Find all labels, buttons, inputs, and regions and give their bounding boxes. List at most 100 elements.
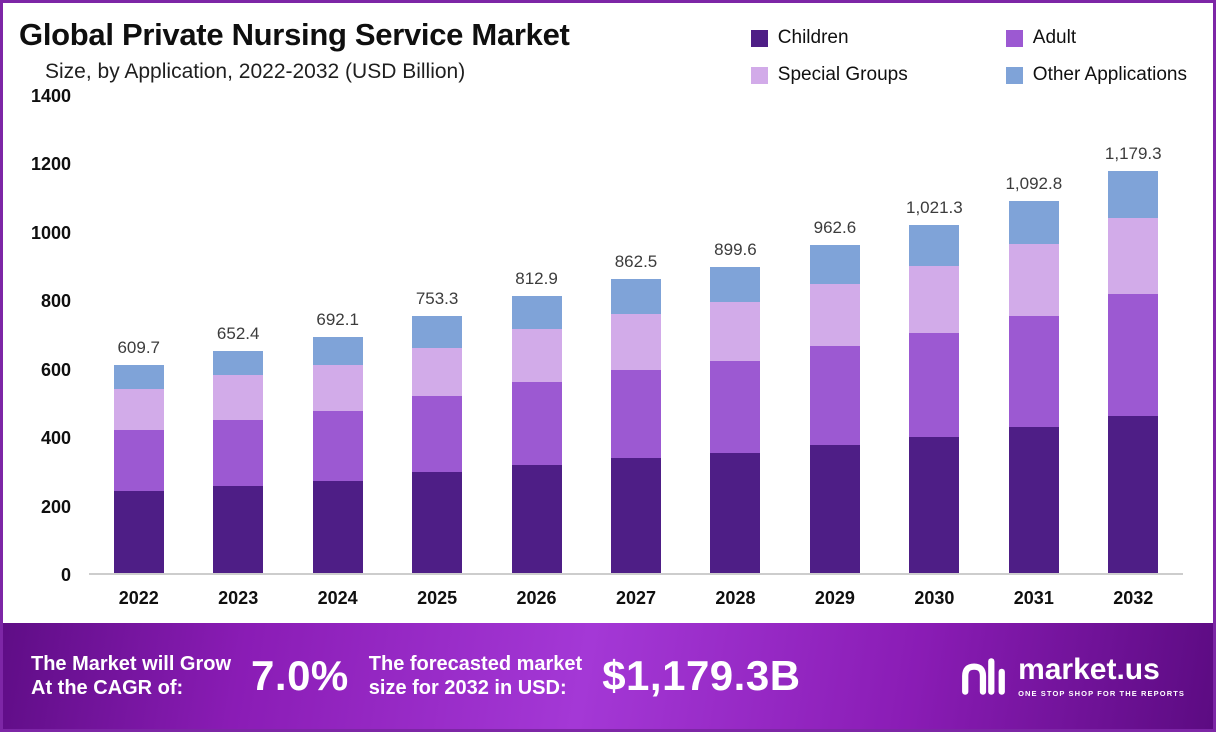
bar-segment-other-applications[interactable] [1108, 171, 1159, 218]
bar-segment-special-groups[interactable] [909, 266, 960, 333]
bar-total-label: 609.7 [117, 338, 160, 358]
bar-segment-children[interactable] [809, 445, 860, 573]
bar-segment-children[interactable] [312, 480, 363, 573]
page-title: Global Private Nursing Service Market [19, 17, 570, 52]
cagr-value: 7.0% [251, 652, 349, 699]
bar-segment-special-groups[interactable] [1108, 217, 1159, 295]
bar-segment-special-groups[interactable] [610, 314, 661, 371]
bar-segment-adult[interactable] [213, 419, 264, 487]
chart-zone: 0 200 400 600 800 1000 1200 1400 609.7 652.4 692.… [3, 87, 1213, 623]
bar-segment-other-applications[interactable] [1008, 200, 1059, 245]
bar-stack[interactable] [1008, 200, 1059, 573]
bar-segment-other-applications[interactable] [213, 350, 264, 376]
forecast-label: The forecasted market size for 2032 in U… [369, 652, 582, 700]
bar-group-2027: 862.5 [586, 96, 685, 573]
bar-segment-adult[interactable] [1108, 294, 1159, 416]
marketus-logo[interactable]: market.us ONE STOP SHOP FOR THE REPORTS [960, 654, 1185, 698]
y-axis: 0 200 400 600 800 1000 1200 1400 [15, 87, 89, 584]
bar-total-label: 753.3 [415, 289, 459, 309]
bar-stack[interactable] [610, 279, 661, 573]
bar-group-2030: 1,021.3 [885, 96, 984, 573]
bar-stack[interactable] [710, 266, 761, 574]
bar-segment-children[interactable] [610, 457, 661, 573]
bar-segment-special-groups[interactable] [809, 284, 860, 347]
bar-stack[interactable] [412, 316, 463, 573]
legend-label-special-groups: Special Groups [777, 64, 908, 85]
legend-item-children[interactable]: Children [750, 27, 1006, 49]
x-axis-label-2023: 2023 [218, 587, 259, 608]
bar-total-label: 1,021.3 [905, 198, 963, 218]
bar-segment-children[interactable] [909, 436, 960, 573]
bar-group-2024: 692.1 [288, 96, 387, 573]
bar-group-2023: 652.4 [188, 96, 287, 573]
bar-segment-adult[interactable] [511, 382, 562, 465]
bar-group-2026: 812.9 [487, 96, 586, 573]
bar-segment-other-applications[interactable] [610, 279, 661, 315]
legend-item-other-applications[interactable]: Other Applications [1005, 64, 1187, 86]
bar-segment-other-applications[interactable] [113, 365, 164, 390]
y-axis-tick-400: 400 [40, 428, 71, 449]
x-axis-label-2031: 2031 [1013, 587, 1054, 608]
legend-item-special-groups[interactable]: Special Groups [750, 64, 1006, 86]
x-axis-label-2026: 2026 [516, 587, 557, 608]
forecast-value: $1,179.3B [602, 652, 801, 699]
bar-group-2031: 1,092.8 [984, 96, 1083, 573]
bar-segment-adult[interactable] [113, 429, 164, 492]
bar-segment-special-groups[interactable] [412, 348, 463, 396]
chart-header: Global Private Nursing Service Market Si… [3, 3, 1213, 88]
bar-segment-adult[interactable] [1008, 315, 1059, 428]
bar-group-2029: 962.6 [785, 96, 884, 573]
bar-segment-adult[interactable] [610, 370, 661, 458]
forecast-label-line1: The forecasted market [368, 653, 583, 675]
bar-segment-other-applications[interactable] [412, 316, 463, 349]
forecast-label-line2: size for 2032 in USD: [368, 677, 567, 699]
bar-segment-children[interactable] [710, 453, 761, 573]
bar-segment-other-applications[interactable] [909, 225, 960, 267]
brand-name: market.us [1018, 652, 1160, 686]
bar-total-label: 652.4 [216, 323, 260, 343]
bar-segment-other-applications[interactable] [511, 296, 562, 330]
bar-stack[interactable] [1108, 171, 1159, 573]
legend: Children Adult Special Groups Other Applica… [750, 17, 1197, 86]
title-block: Global Private Nursing Service Market Si… [19, 17, 570, 84]
x-axis-label-2028: 2028 [715, 587, 756, 608]
bar-segment-special-groups[interactable] [1008, 244, 1059, 316]
bar-segment-adult[interactable] [809, 346, 860, 446]
bar-segment-other-applications[interactable] [312, 337, 363, 366]
bar-total-label: 962.6 [813, 218, 857, 238]
bar-segment-children[interactable] [511, 464, 562, 573]
bar-stack[interactable] [113, 365, 164, 573]
legend-swatch-children [750, 29, 768, 47]
bar-stack[interactable] [312, 337, 363, 573]
bar-stack[interactable] [809, 245, 860, 573]
bar-segment-special-groups[interactable] [213, 375, 264, 420]
footer-banner: The Market will Grow At the CAGR of: 7.0… [3, 623, 1213, 729]
bar-segment-children[interactable] [1008, 427, 1059, 573]
bar-segment-adult[interactable] [412, 395, 463, 473]
bar-segment-special-groups[interactable] [113, 389, 164, 430]
y-axis-tick-600: 600 [40, 359, 71, 380]
bar-segment-adult[interactable] [710, 361, 761, 454]
legend-item-adult[interactable]: Adult [1005, 27, 1187, 49]
bar-segment-other-applications[interactable] [809, 245, 860, 285]
legend-swatch-special-groups [750, 66, 768, 84]
bar-stack[interactable] [909, 225, 960, 573]
bar-group-2022: 609.7 [89, 96, 188, 573]
bar-segment-children[interactable] [113, 491, 164, 573]
bar-segment-special-groups[interactable] [312, 365, 363, 412]
bar-total-label: 692.1 [316, 310, 359, 330]
bar-segment-special-groups[interactable] [710, 302, 761, 362]
bar-segment-special-groups[interactable] [511, 329, 562, 383]
bar-segment-adult[interactable] [909, 332, 960, 437]
y-axis-tick-1200: 1200 [30, 154, 71, 175]
plot-area: 609.7 652.4 692.1 753.3 812.9 862.5 899.6 962.6… [89, 96, 1183, 575]
bar-segment-children[interactable] [1108, 415, 1159, 573]
bar-stack[interactable] [511, 296, 562, 573]
bar-segment-children[interactable] [213, 486, 264, 573]
bar-stack[interactable] [213, 350, 264, 573]
bar-segment-other-applications[interactable] [710, 266, 761, 303]
bar-segment-adult[interactable] [312, 411, 363, 481]
legend-swatch-adult [1005, 29, 1023, 47]
bar-segment-children[interactable] [412, 472, 463, 573]
chart-main: 0 200 400 600 800 1000 1200 1400 609.7 652.4 692.… [15, 87, 1183, 584]
